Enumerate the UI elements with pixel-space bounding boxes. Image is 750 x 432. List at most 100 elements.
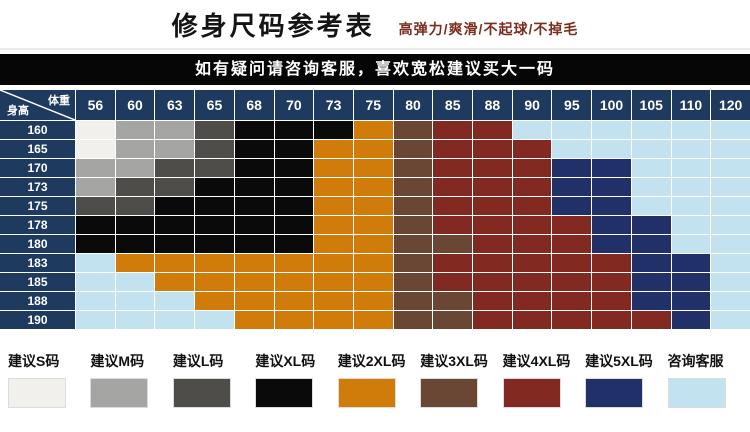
- size-cell-175-56: [76, 197, 115, 215]
- size-cell-185-110: [671, 273, 711, 291]
- size-cell-180-120: [711, 235, 750, 253]
- size-cell-178-88: [473, 216, 512, 234]
- size-cell-190-80: [393, 311, 433, 329]
- size-cell-180-56: [76, 235, 115, 253]
- height-row-header-160: 160: [0, 121, 75, 139]
- weight-col-header-60: 60: [115, 90, 155, 120]
- size-cell-185-70: [274, 273, 314, 291]
- size-cell-175-100: [592, 197, 631, 215]
- size-cell-165-70: [274, 140, 314, 158]
- size-cell-180-70: [274, 235, 314, 253]
- size-cell-173-95: [552, 178, 592, 196]
- weight-col-header-75: 75: [353, 90, 393, 120]
- legend-swatch: [172, 378, 231, 408]
- size-cell-183-75: [353, 254, 393, 272]
- size-cell-160-68: [234, 121, 274, 139]
- size-cell-173-68: [234, 178, 274, 196]
- legend-swatch: [502, 378, 561, 408]
- size-cell-170-120: [711, 159, 750, 177]
- size-cell-183-65: [195, 254, 234, 272]
- size-cell-178-68: [234, 216, 274, 234]
- height-row-header-188: 188: [0, 292, 75, 310]
- size-cell-173-110: [671, 178, 711, 196]
- size-cell-178-120: [711, 216, 750, 234]
- weight-col-header-88: 88: [473, 90, 512, 120]
- size-cell-188-65: [195, 292, 234, 310]
- height-row-header-185: 185: [0, 273, 75, 291]
- legend-item-KF: 咨询客服: [667, 351, 750, 408]
- page-header: 修身尺码参考表 高弹力/爽滑/不起球/不掉毛: [0, 0, 750, 50]
- size-cell-178-65: [195, 216, 234, 234]
- size-cell-178-63: [155, 216, 195, 234]
- size-cell-170-68: [234, 159, 274, 177]
- size-cell-178-75: [353, 216, 393, 234]
- size-cell-185-63: [155, 273, 195, 291]
- size-cell-165-100: [592, 140, 631, 158]
- page-subtitle: 高弹力/爽滑/不起球/不掉毛: [398, 21, 579, 37]
- size-cell-183-110: [671, 254, 711, 272]
- size-cell-165-73: [314, 140, 353, 158]
- size-cell-170-60: [115, 159, 155, 177]
- size-cell-175-88: [473, 197, 512, 215]
- size-cell-178-95: [552, 216, 592, 234]
- size-cell-180-75: [353, 235, 393, 253]
- size-cell-183-120: [711, 254, 750, 272]
- size-cell-183-80: [393, 254, 433, 272]
- weight-axis-label: 体重: [48, 95, 70, 107]
- size-cell-188-105: [631, 292, 671, 310]
- size-cell-178-100: [592, 216, 631, 234]
- legend-swatch: [90, 378, 149, 408]
- size-cell-173-100: [592, 178, 631, 196]
- size-cell-178-110: [671, 216, 711, 234]
- size-cell-170-73: [314, 159, 353, 177]
- size-cell-183-73: [314, 254, 353, 272]
- size-cell-165-120: [711, 140, 750, 158]
- size-cell-175-105: [631, 197, 671, 215]
- size-cell-170-88: [473, 159, 512, 177]
- height-row-header-180: 180: [0, 235, 75, 253]
- size-cell-190-105: [631, 311, 671, 329]
- size-cell-160-100: [592, 121, 631, 139]
- weight-col-header-70: 70: [274, 90, 314, 120]
- legend-label: 建议XL码: [255, 353, 316, 369]
- legend-swatch: [8, 378, 66, 408]
- size-cell-173-80: [393, 178, 433, 196]
- size-cell-173-65: [195, 178, 234, 196]
- size-cell-178-85: [433, 216, 473, 234]
- height-row-header-190: 190: [0, 311, 75, 329]
- size-cell-183-90: [512, 254, 552, 272]
- size-cell-175-90: [512, 197, 552, 215]
- size-cell-180-68: [234, 235, 274, 253]
- size-cell-185-60: [115, 273, 155, 291]
- size-cell-190-110: [671, 311, 711, 329]
- size-cell-190-68: [234, 311, 274, 329]
- size-cell-165-68: [234, 140, 274, 158]
- size-cell-180-88: [473, 235, 512, 253]
- size-cell-185-100: [592, 273, 631, 291]
- size-cell-160-80: [393, 121, 433, 139]
- size-cell-180-95: [552, 235, 592, 253]
- legend-item-M: 建议M码: [90, 351, 172, 408]
- size-cell-173-120: [711, 178, 750, 196]
- size-cell-175-80: [393, 197, 433, 215]
- size-cell-173-90: [512, 178, 552, 196]
- size-cell-175-85: [433, 197, 473, 215]
- size-cell-188-85: [433, 292, 473, 310]
- page-title: 修身尺码参考表: [171, 11, 375, 41]
- legend-item-2XL: 建议2XL码: [337, 351, 420, 408]
- size-cell-165-88: [473, 140, 512, 158]
- size-cell-160-70: [274, 121, 314, 139]
- size-cell-160-110: [671, 121, 711, 139]
- weight-col-header-63: 63: [155, 90, 195, 120]
- size-cell-190-85: [433, 311, 473, 329]
- size-cell-170-105: [631, 159, 671, 177]
- size-legend: 建议S码 建议M码 建议L码 建议XL码 建议2XL码 建议3XL码 建议4XL码 建议5XL…: [0, 351, 750, 408]
- size-cell-190-90: [512, 311, 552, 329]
- size-cell-190-100: [592, 311, 631, 329]
- size-cell-173-56: [76, 178, 115, 196]
- size-cell-173-70: [274, 178, 314, 196]
- size-cell-160-75: [353, 121, 393, 139]
- weight-col-header-110: 110: [671, 90, 711, 120]
- size-cell-170-65: [195, 159, 234, 177]
